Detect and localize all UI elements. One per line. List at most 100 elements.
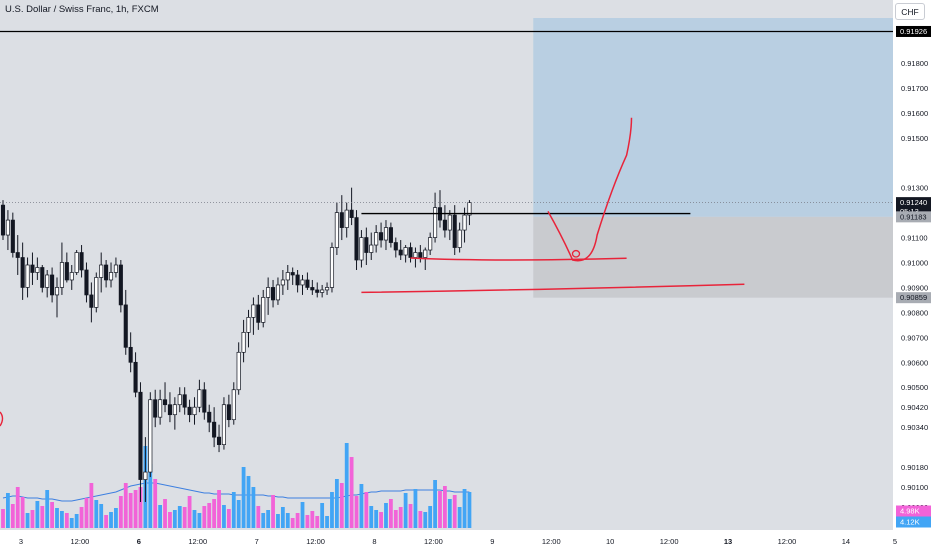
volume-bar — [30, 510, 35, 528]
candle-body — [290, 272, 295, 276]
candle — [300, 274, 305, 295]
candle — [271, 279, 276, 308]
target-zone — [533, 18, 893, 217]
currency-button[interactable]: CHF — [895, 3, 925, 20]
candle-body — [413, 252, 418, 258]
candle-body — [128, 346, 133, 363]
time-tick-label: 3 — [19, 537, 23, 546]
time-tick-label: 7 — [255, 537, 259, 546]
candle — [457, 222, 462, 253]
candle-body — [20, 257, 25, 288]
volume-bar — [153, 479, 158, 528]
volume-bar — [443, 486, 447, 528]
volume-bar — [246, 476, 251, 528]
candle — [383, 220, 389, 251]
volume-bar — [35, 501, 40, 528]
time-tick-label: 8 — [372, 537, 376, 546]
volume-bar — [128, 493, 133, 528]
candle-body — [15, 252, 20, 258]
volume-bar — [364, 492, 369, 528]
candle — [99, 252, 104, 293]
volume-bar — [423, 512, 428, 528]
candle — [84, 262, 89, 303]
volume-bar — [280, 507, 285, 528]
volume-bar — [285, 513, 290, 528]
volume-bar — [202, 506, 207, 528]
candle-body — [108, 272, 114, 281]
candle-body — [45, 274, 50, 288]
candle — [261, 289, 266, 328]
candle-body — [271, 287, 276, 301]
candle — [158, 389, 163, 425]
lower-support-drawing-line[interactable] — [361, 283, 745, 294]
candle-body — [334, 212, 339, 248]
volume-bar — [231, 492, 236, 528]
candle — [329, 242, 335, 293]
candle — [403, 245, 408, 263]
candle-body — [89, 294, 94, 308]
volume-bar — [438, 491, 442, 528]
candle-body — [285, 272, 290, 281]
candle-body — [452, 214, 457, 248]
candle-body — [315, 289, 320, 293]
volume-bar — [168, 512, 172, 528]
candle — [5, 210, 10, 251]
volume-bar — [398, 507, 403, 528]
candle-body — [231, 389, 236, 421]
candle-body — [241, 332, 246, 353]
volume-bar — [25, 513, 30, 528]
support-drawing-line[interactable] — [410, 257, 627, 261]
projection-curve[interactable] — [547, 117, 633, 262]
price-tick-label: 0.90340 — [901, 423, 928, 432]
candle-body — [329, 247, 335, 288]
volume-bar — [354, 496, 359, 528]
candle — [325, 282, 330, 295]
price-tick-label: 0.91700 — [901, 84, 928, 93]
candle-body — [393, 242, 398, 251]
candle-body — [197, 389, 202, 408]
candle-body — [94, 277, 99, 308]
candle — [226, 394, 231, 428]
candle-body — [295, 274, 300, 286]
volume-bar — [187, 496, 192, 528]
candle — [334, 202, 339, 256]
volume-bar — [374, 510, 379, 528]
time-tick-label: 12:00 — [71, 537, 90, 546]
marker-circle — [571, 249, 581, 258]
price-tick-label: 0.91600 — [901, 109, 928, 118]
price-label: 0.91926 — [900, 27, 927, 36]
volume-bar — [300, 502, 305, 528]
volume-bar — [207, 503, 212, 528]
candle-body — [275, 284, 281, 301]
price-label-bg — [896, 25, 931, 37]
candle-body — [123, 304, 128, 348]
candle-body — [177, 394, 182, 406]
candle — [285, 264, 290, 290]
candle — [79, 245, 84, 278]
volume-bar — [256, 506, 261, 528]
candle-body — [202, 389, 207, 413]
price-tick-label: 0.90900 — [901, 283, 928, 292]
volume-bar — [457, 507, 462, 528]
candle — [442, 205, 447, 238]
candle-body — [266, 287, 271, 298]
candle-body — [162, 399, 168, 406]
volume-bar — [60, 511, 64, 528]
candle — [231, 382, 236, 425]
price-tick-label: 0.90180 — [901, 463, 928, 472]
candle-body — [158, 399, 163, 418]
price-tick-label: 0.90500 — [901, 383, 928, 392]
candle — [30, 252, 35, 285]
time-tick-label: 12:00 — [188, 537, 207, 546]
candle-body — [25, 264, 30, 288]
candle-body — [64, 262, 69, 281]
candle — [10, 212, 15, 258]
price-tick-label: 0.90100 — [901, 483, 928, 492]
volume-ma-line — [2, 482, 470, 502]
volume-bar — [320, 503, 325, 528]
candle-body — [344, 209, 349, 228]
candle-body — [310, 287, 315, 291]
volume-bar — [50, 502, 54, 528]
candle — [305, 272, 310, 290]
